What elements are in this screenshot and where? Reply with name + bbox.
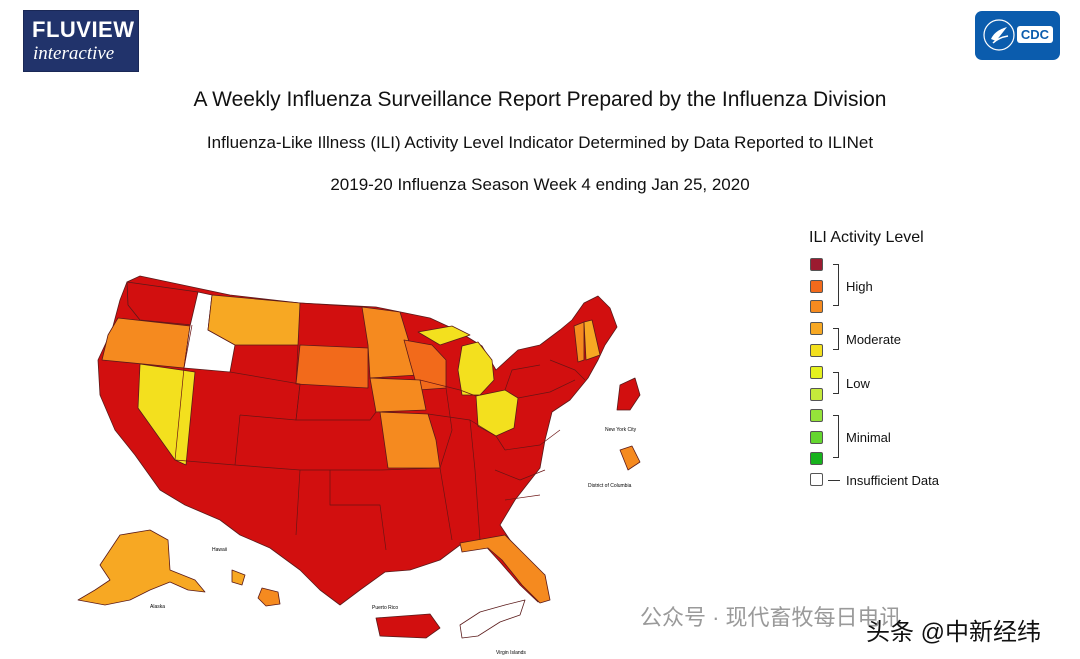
- cdc-logo: CDC: [975, 11, 1060, 60]
- label-new-york-city: New York City: [605, 427, 637, 433]
- page-title: A Weekly Influenza Surveillance Report P…: [193, 88, 887, 111]
- state-montana: [207, 294, 301, 346]
- toutiao-watermark: 头条 @中新经纬: [866, 619, 1042, 646]
- label-alaska: Alaska: [150, 604, 165, 610]
- legend-swatch-minimal-2: [810, 431, 823, 444]
- label-puerto-rico: Puerto Rico: [372, 605, 398, 611]
- legend-bracket-low: [833, 372, 839, 394]
- state-nevada: [137, 363, 196, 466]
- fluview-logo-title: FLUVIEW: [32, 17, 135, 42]
- wechat-watermark: 公众号 · 现代畜牧每日电讯: [640, 605, 902, 630]
- fluview-logo-subtitle: interactive: [33, 43, 115, 64]
- legend-bracket-high: [833, 264, 839, 306]
- state-iowa: [369, 377, 427, 413]
- legend-label-moderate: Moderate: [846, 332, 901, 347]
- legend-swatch-low-5: [810, 366, 823, 379]
- legend-label-minimal: Minimal: [846, 430, 891, 445]
- inset-new-york-city: [616, 377, 641, 411]
- state-hawaii: [231, 569, 246, 586]
- territory-virgin-islands: [459, 599, 526, 639]
- legend-swatch-moderate-7: [810, 322, 823, 335]
- label-hawaii: Hawaii: [212, 547, 227, 553]
- state-alaska: [77, 529, 206, 606]
- state-new-hampshire: [583, 319, 601, 361]
- legend-bracket-moderate: [833, 328, 839, 350]
- legend-swatch-minimal-1: [810, 452, 823, 465]
- state-michigan-upper: [417, 325, 471, 346]
- legend-swatch-insufficient: [810, 473, 823, 486]
- legend-label-high: High: [846, 279, 873, 294]
- legend-swatch-high-9: [810, 280, 823, 293]
- season-week-title: 2019-20 Influenza Season Week 4 ending J…: [330, 175, 750, 194]
- cdc-logo-text: CDC: [1016, 26, 1053, 43]
- page-subtitle: Influenza-Like Illness (ILI) Activity Le…: [206, 133, 874, 152]
- state-oregon: [101, 317, 191, 369]
- state-washington: [126, 281, 199, 326]
- label-district-of-columbia: District of Columbia: [588, 483, 632, 489]
- legend-swatch-high-10: [810, 258, 823, 271]
- state-michigan-lower: [457, 341, 495, 396]
- legend-swatch-minimal-3: [810, 409, 823, 422]
- legend-label-low: Low: [846, 376, 870, 391]
- legend-title: ILI Activity Level: [809, 229, 924, 246]
- legend-label-insufficient: Insufficient Data: [846, 473, 939, 488]
- legend-swatch-moderate-6: [810, 344, 823, 357]
- inset-district-of-columbia: [619, 445, 641, 471]
- hhs-eagle-icon: [983, 19, 1015, 51]
- fluview-logo: FLUVIEW interactive: [23, 10, 139, 72]
- legend-bracket-minimal: [833, 415, 839, 458]
- state-hawaii-big-island: [257, 587, 281, 607]
- legend-swatch-low-4: [810, 388, 823, 401]
- state-south-dakota: [295, 344, 369, 389]
- state-florida: [459, 534, 551, 604]
- state-vermont: [573, 321, 585, 363]
- legend-swatch-high-8: [810, 300, 823, 313]
- legend-dash-insufficient: [828, 480, 840, 481]
- territory-puerto-rico: [375, 613, 441, 639]
- label-virgin-islands: Virgin Islands: [496, 650, 526, 656]
